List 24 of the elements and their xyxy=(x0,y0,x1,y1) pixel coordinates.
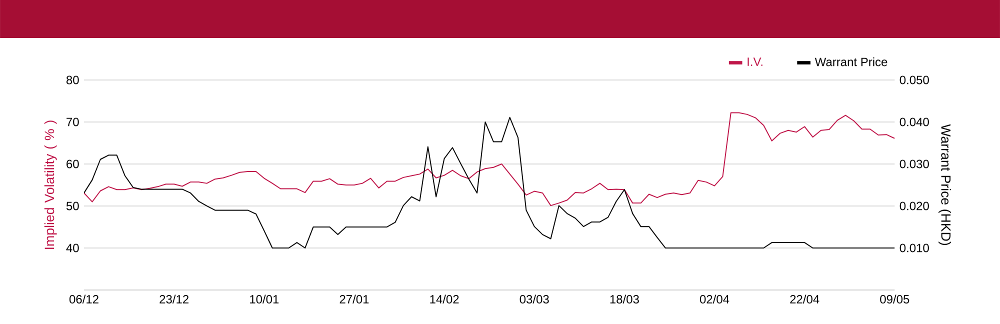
y2-tick-label: 0.010 xyxy=(900,244,929,252)
x-tick-label: 22/04 xyxy=(790,294,820,304)
y-tick-label: 60 xyxy=(66,160,79,168)
y-tick-label: 80 xyxy=(66,76,79,84)
y2-tick-label: 0.030 xyxy=(900,160,929,168)
legend-label: Warrant Price xyxy=(814,57,888,66)
y2-tick-label: 0.040 xyxy=(900,118,929,126)
y2-axis-title: Warrant Price (HKD) xyxy=(938,124,951,246)
y-axis-title: Implied Volatility ( % ) xyxy=(44,120,57,249)
x-tick-label: 18/03 xyxy=(610,294,639,304)
x-tick-label: 10/01 xyxy=(250,294,279,304)
y-tick-label: 70 xyxy=(66,118,79,126)
x-tick-label: 27/01 xyxy=(340,294,369,304)
y-tick-label: 50 xyxy=(66,202,79,210)
x-tick-label: 23/12 xyxy=(160,294,188,304)
y2-tick-label: 0.020 xyxy=(900,202,929,210)
x-tick-label: 03/03 xyxy=(520,294,549,304)
x-tick-label: 09/05 xyxy=(880,294,910,304)
y-tick-label: 40 xyxy=(66,244,79,252)
x-tick-label: 14/02 xyxy=(430,294,459,304)
x-tick-label: 06/12 xyxy=(69,294,98,304)
x-tick-label: 02/04 xyxy=(700,294,730,304)
legend-label: I.V. xyxy=(748,58,762,66)
y2-tick-label: 0.050 xyxy=(900,76,929,84)
